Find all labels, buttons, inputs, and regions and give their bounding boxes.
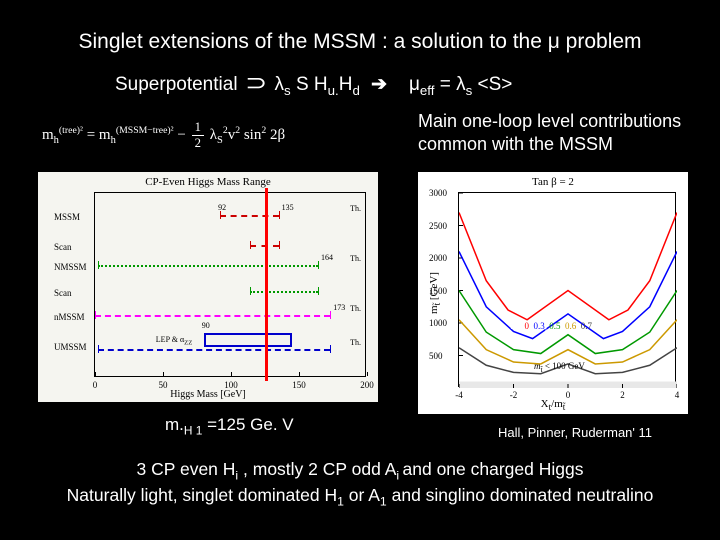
higgs-mass-range-chart: CP-Even Higgs Mass Range Higgs Mass [GeV… [38,172,378,402]
result-rest: <S> [472,74,512,95]
f-lambda: λ [210,127,217,143]
note-l1: Main one-loop level contributions [418,111,681,131]
cl-title: CP-Even Higgs Mass Range [38,176,378,188]
hd-sub: d [352,83,359,98]
arrow-icon: ➔ [371,74,392,95]
bottom-summary: 3 CP even Hi , mostly 2 CP odd Ai and on… [0,458,720,510]
stop-mass-chart: Tan β = 2 mt̃ [GeV] Xt/mt̃ 5001000150020… [418,172,688,414]
mu: μ [409,74,420,95]
hd: H [339,74,353,95]
f-sub2: h [111,135,116,146]
f-sub1: h [54,135,59,146]
one-loop-note: Main one-loop level contributions common… [418,110,681,155]
mh-125-label: m.H 1 =125 Ge. V [165,415,294,437]
f-eq: = m [87,127,111,143]
tree-mass-formula: mh(tree)² = mh(MSSM−tree)² − 12 λS2v2 si… [42,120,285,151]
eq: = λ [434,74,465,95]
f-2beta: 2β [266,127,285,143]
cl-plot-area: 0501001502009213516417390Th.Th.Th.Th.LEP… [94,192,366,377]
mu-sub: eff [420,83,435,98]
citation: Hall, Pinner, Ruderman' 11 [498,425,652,440]
f-sin: sin [240,127,261,143]
note-l2: common with the MSSM [418,134,613,154]
slide-title: Singlet extensions of the MSSM : a solut… [0,30,720,54]
f-lambda-sub: S [217,135,223,146]
f-minus: − [177,127,189,143]
cr-plot-area: 50010001500200025003000-4-2024λ = 0, 0.3… [458,192,676,387]
superpotential-line: Superpotential ⊃ λs S Hu.Hd ➔ μeff = λs … [115,70,512,98]
cr-title: Tan β = 2 [418,176,688,188]
term-rest: S H [291,74,328,95]
lambda-sub: s [284,83,291,98]
f-sup2: (MSSM−tree)² [116,125,174,136]
cl-xlabel: Higgs Mass [GeV] [38,389,378,400]
supset-symbol: ⊃ [245,70,267,96]
hu-sub: u. [328,83,339,98]
f-sup1: (tree)² [59,125,83,136]
f-m1: m [42,127,54,143]
lambda: λ [275,74,285,95]
superpotential-label: Superpotential [115,74,238,95]
f-half: 12 [192,120,204,151]
